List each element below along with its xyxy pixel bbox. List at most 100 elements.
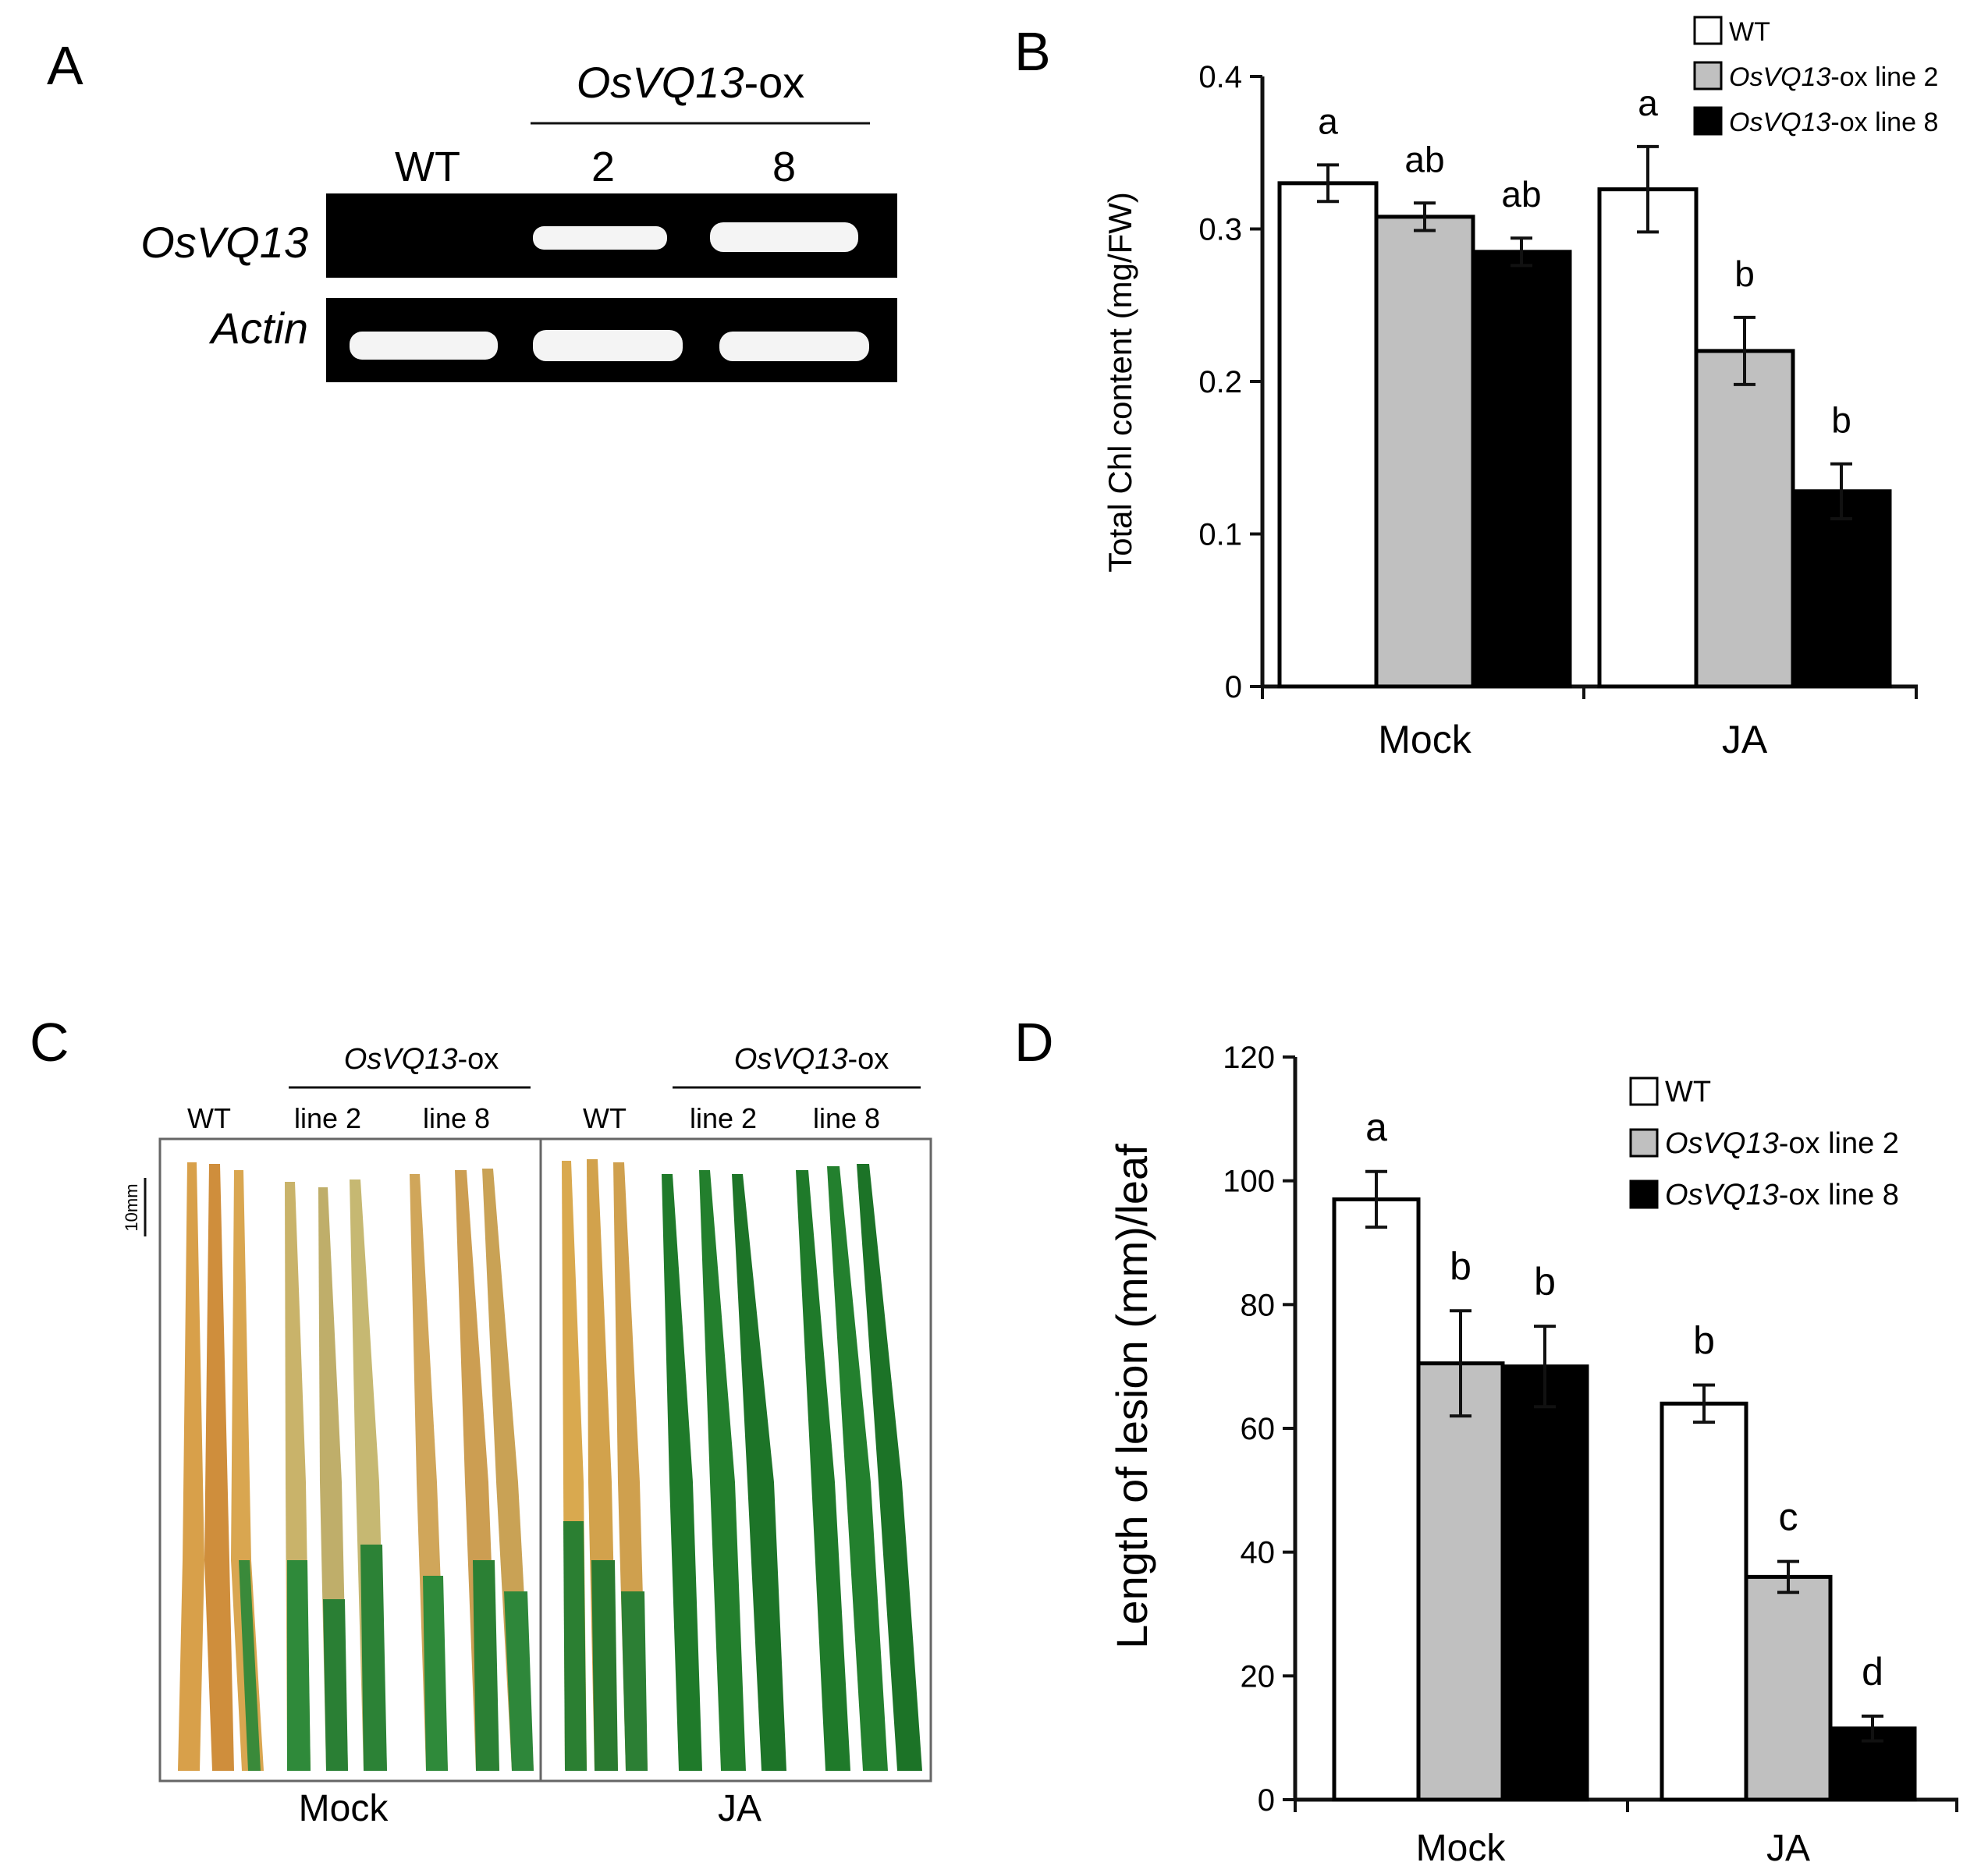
panel-a-group-label-suffix: -ox: [744, 58, 804, 107]
panel-c: C OsVQ13-ox OsVQ13-ox WT line 2 line 8 W…: [30, 1012, 932, 1829]
panel-c-group-label-right-suffix: -ox: [847, 1043, 889, 1076]
significance-letter: b: [1734, 254, 1755, 294]
chart-b: B 0 0.1 0.2 0.3 0.4 Total Chl content (mg/FW) a…: [1014, 16, 1938, 761]
y-axis-label: Total Chl content (mg/FW): [1102, 192, 1138, 573]
legend-label: OsVQ13-ox line 8: [1665, 1179, 1899, 1211]
panel-c-label: C: [30, 1012, 69, 1073]
gel-band-actin-line8: [719, 332, 869, 361]
bar: [1500, 1364, 1589, 1802]
leaf-photo-ja: [562, 1159, 922, 1771]
panel-c-lane-line8-mock: line 8: [423, 1102, 490, 1134]
legend-label-text: WT: [1665, 1076, 1711, 1109]
y-axis-label: Length of lesion (mm)/leaf: [1107, 1144, 1156, 1649]
leaf-mock-l2-3-green: [360, 1545, 387, 1771]
panel-c-bottom-mock: Mock: [299, 1788, 389, 1829]
x-category-label: JA: [1766, 1828, 1810, 1869]
x-category-label: Mock: [1416, 1828, 1507, 1869]
significance-letter: b: [1693, 1318, 1715, 1362]
x-category-label: Mock: [1378, 718, 1471, 761]
legend-label: OsVQ13-ox line 8: [1729, 108, 1938, 137]
leaf-ja-wt-3-green: [621, 1591, 648, 1771]
bar: [1597, 187, 1699, 689]
leaf-ja-wt-1-green: [563, 1521, 587, 1771]
y-tick-label: 120: [1223, 1041, 1275, 1075]
leaf-photo-mock: [178, 1162, 534, 1771]
panel-a-lane-wt: WT: [395, 144, 460, 190]
leaf-ja-l8-1: [796, 1170, 850, 1771]
y-tick-label: 100: [1223, 1165, 1275, 1199]
leaf-mock-l8-1-green: [423, 1576, 448, 1771]
leaf-ja-l8-2: [827, 1166, 888, 1771]
gel-row-label-osvq13: OsVQ13: [140, 218, 308, 267]
significance-letter: c: [1779, 1495, 1798, 1539]
gel-band-actin-line2: [533, 330, 683, 361]
bar: [1828, 1726, 1917, 1802]
legend-label: OsVQ13-ox line 2: [1665, 1127, 1899, 1160]
legend-label-italic: OsVQ13: [1729, 108, 1830, 137]
chart-d: D 0 20 40 60 80 100 120 Length of lesion (mm)/le…: [1014, 1012, 1958, 1869]
y-tick-label: 0.1: [1198, 518, 1242, 552]
bar: [1791, 489, 1892, 689]
y-tick-label: 0: [1225, 670, 1242, 704]
gel-band-actin-wt: [350, 332, 498, 360]
leaf-mock-wt-3: [231, 1170, 264, 1771]
gel-band-osvq13-line2: [533, 226, 667, 250]
bar: [1471, 250, 1572, 689]
significance-letter: a: [1638, 83, 1658, 123]
y-tick-label: 80: [1241, 1288, 1276, 1322]
bar: [1416, 1361, 1505, 1802]
significance-letter: b: [1831, 400, 1851, 441]
gel-row-label-actin: Actin: [209, 303, 309, 353]
panel-a-group-label: OsVQ13-ox: [577, 58, 805, 107]
y-tick-label: 20: [1241, 1659, 1276, 1694]
bar: [1694, 349, 1795, 689]
legend-label-suffix: -ox line 8: [1779, 1179, 1899, 1211]
leaf-ja-l2-1: [662, 1174, 702, 1771]
bar: [1660, 1401, 1748, 1802]
legend-swatch: [1629, 1128, 1659, 1158]
panel-a: A OsVQ13-ox WT 2 8 OsVQ13 Actin: [47, 35, 897, 382]
legend-swatch: [1629, 1077, 1659, 1106]
leaf-mock-l2-2-green: [323, 1599, 348, 1771]
legend-label-text: WT: [1729, 17, 1770, 47]
legend-label: WT: [1729, 17, 1770, 47]
significance-letter: d: [1862, 1650, 1883, 1694]
panel-a-lane-8: 8: [772, 144, 796, 190]
significance-letter: b: [1450, 1244, 1471, 1288]
y-tick-label: 0.2: [1198, 365, 1242, 399]
leaf-ja-l2-3: [732, 1174, 786, 1771]
legend-swatch: [1629, 1179, 1659, 1209]
panel-d-label: D: [1014, 1012, 1054, 1073]
legend-label-italic: OsVQ13: [1665, 1179, 1779, 1211]
legend-swatch: [1693, 61, 1723, 90]
panel-c-group-label-left-suffix: -ox: [457, 1043, 499, 1076]
significance-letter: ab: [1404, 139, 1444, 179]
legend-swatch: [1693, 106, 1723, 136]
panel-c-group-label-left: OsVQ13-ox: [344, 1043, 499, 1076]
panel-c-lane-line8-ja: line 8: [813, 1102, 880, 1134]
y-tick-label: 0: [1258, 1783, 1275, 1818]
significance-letter: b: [1534, 1260, 1556, 1304]
panel-c-lane-wt-ja: WT: [583, 1102, 627, 1134]
legend-label-suffix: -ox line 2: [1779, 1127, 1899, 1160]
leaf-mock-l8-3-green: [504, 1591, 534, 1771]
y-tick-label: 0.3: [1198, 213, 1242, 247]
legend-swatch: [1693, 16, 1723, 45]
gel-band-osvq13-line8: [710, 222, 858, 252]
significance-letter: a: [1365, 1105, 1387, 1149]
leaf-ja-l2-2: [699, 1170, 746, 1771]
leaf-mock-wt-2: [204, 1164, 234, 1771]
panel-c-lane-wt-mock: WT: [187, 1102, 231, 1134]
panel-c-group-label-right: OsVQ13-ox: [734, 1043, 889, 1076]
panel-b-label: B: [1014, 21, 1051, 82]
bar: [1277, 181, 1379, 689]
leaf-mock-l8-2-green: [473, 1560, 499, 1771]
leaf-mock-wt-1: [178, 1162, 204, 1771]
panel-c-lane-line2-ja: line 2: [690, 1102, 757, 1134]
legend-label-italic: OsVQ13: [1729, 62, 1830, 92]
legend-label-suffix: -ox line 2: [1830, 62, 1938, 92]
x-category-label: JA: [1722, 718, 1768, 761]
leaf-ja-l8-3: [857, 1164, 922, 1771]
leaf-ja-wt-2-green: [591, 1560, 618, 1771]
panel-c-bottom-ja: JA: [718, 1788, 761, 1829]
